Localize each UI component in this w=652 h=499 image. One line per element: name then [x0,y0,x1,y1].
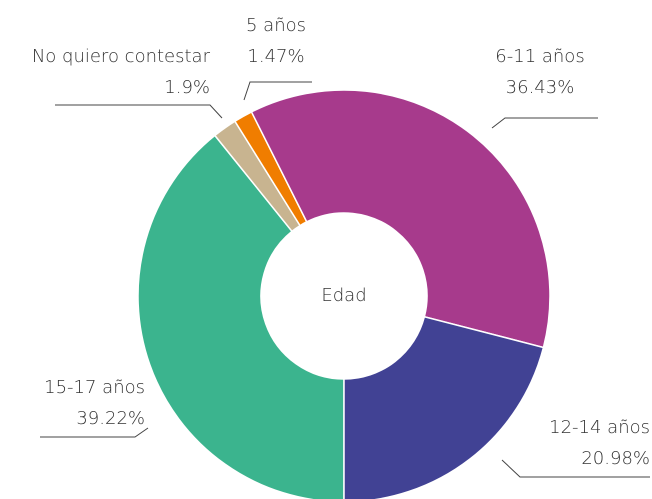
value-label: 39.22% [76,408,145,429]
slice [343,315,545,499]
slice-label: 5 años [246,15,306,36]
slice [137,134,345,499]
value-label: 1.47% [247,46,304,67]
leader-line [243,81,312,101]
center-label: Edad [321,285,366,306]
value-label: 36.43% [506,77,575,98]
leader-line [40,427,149,438]
leader-line [501,459,650,478]
slice [250,89,551,349]
slices [137,89,551,499]
slice-label: 15-17 años [44,377,145,398]
slice-label: 6-11 años [495,46,584,67]
slice-label: No quiero contestar [32,46,211,67]
slice-label: 12-14 años [549,417,650,438]
leader-line [55,104,223,119]
leader-line [491,117,598,129]
value-label: 1.9% [164,77,210,98]
value-label: 20.98% [581,448,650,469]
